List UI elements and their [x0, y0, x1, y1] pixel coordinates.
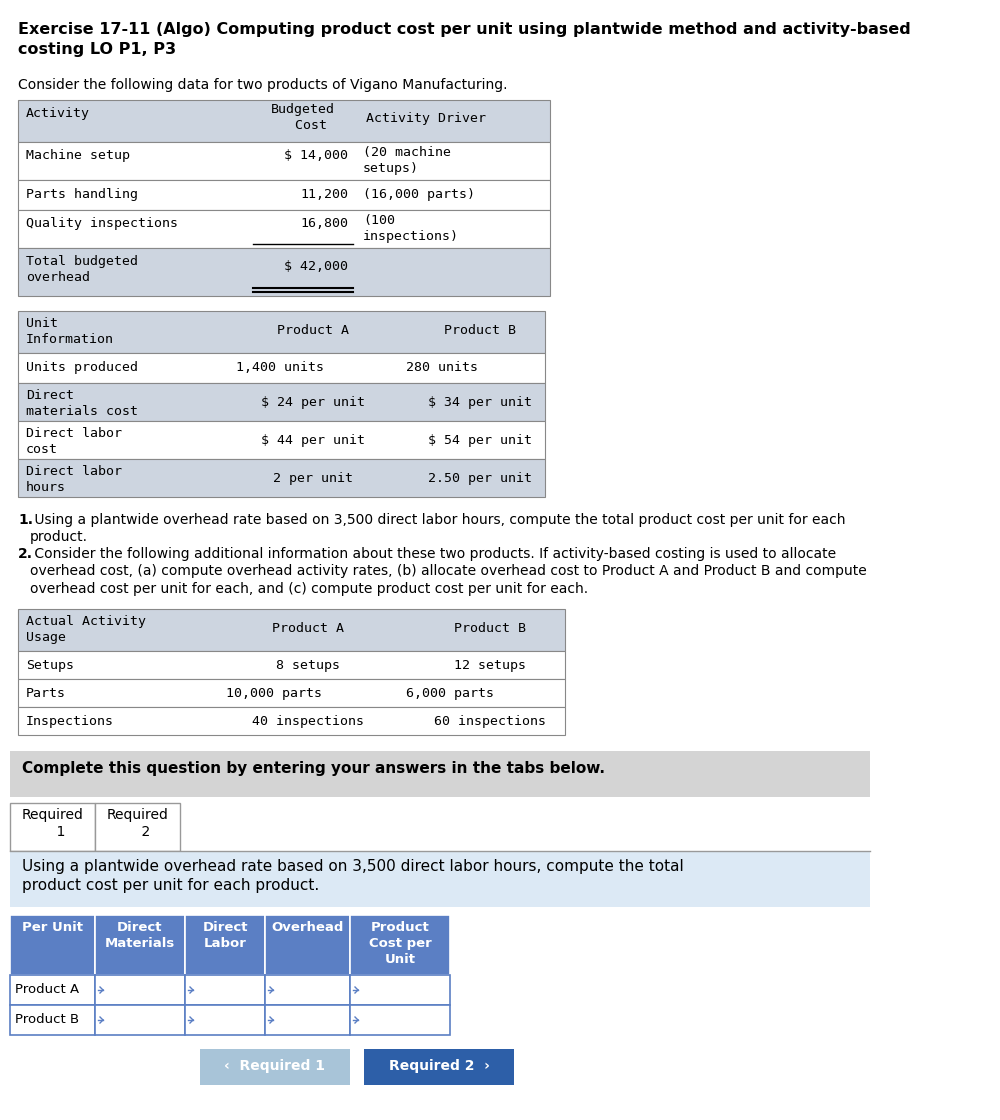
Bar — [95, 976, 185, 1005]
Text: $ 24 per unit: $ 24 per unit — [261, 396, 365, 409]
Bar — [10, 752, 870, 797]
Text: Overhead: Overhead — [271, 921, 344, 934]
Bar — [350, 976, 450, 1005]
Bar — [265, 915, 350, 976]
Text: $ 54 per unit: $ 54 per unit — [428, 435, 532, 447]
Bar — [185, 915, 265, 976]
Bar — [18, 142, 550, 180]
Text: Complete this question by entering your answers in the tabs below.: Complete this question by entering your … — [22, 760, 605, 776]
Text: Product B: Product B — [444, 324, 516, 337]
Text: Product
Cost per
Unit: Product Cost per Unit — [369, 921, 431, 965]
Text: Units produced: Units produced — [26, 361, 138, 374]
Text: 1,400 units: 1,400 units — [236, 361, 324, 374]
Bar — [10, 803, 95, 851]
Bar — [18, 248, 550, 296]
Text: Required
    2: Required 2 — [107, 808, 168, 839]
Bar — [18, 421, 545, 459]
Text: Direct
materials cost: Direct materials cost — [26, 389, 138, 418]
Bar — [18, 180, 550, 211]
Text: 12 setups: 12 setups — [454, 659, 526, 672]
Text: 2.50 per unit: 2.50 per unit — [428, 472, 532, 485]
Bar — [350, 1005, 450, 1035]
Bar — [10, 851, 870, 907]
Text: (16,000 parts): (16,000 parts) — [363, 188, 475, 200]
Text: 1.: 1. — [18, 513, 33, 528]
Text: Required
    1: Required 1 — [22, 808, 83, 839]
Bar — [18, 609, 565, 651]
Text: 11,200: 11,200 — [300, 188, 348, 200]
Text: 2 per unit: 2 per unit — [273, 472, 353, 485]
Text: Parts: Parts — [26, 687, 66, 700]
Bar — [95, 803, 180, 851]
Text: Product B: Product B — [15, 1012, 79, 1026]
Text: Required 2  ›: Required 2 › — [389, 1060, 489, 1073]
Bar — [18, 383, 545, 421]
Text: Parts handling: Parts handling — [26, 188, 138, 200]
Text: Exercise 17-11 (Algo) Computing product cost per unit using plantwide method and: Exercise 17-11 (Algo) Computing product … — [18, 22, 911, 37]
Bar — [18, 211, 550, 248]
Bar — [265, 976, 350, 1005]
Text: 60 inspections: 60 inspections — [434, 715, 546, 728]
Bar — [185, 976, 265, 1005]
Bar — [18, 311, 545, 353]
Bar — [18, 679, 565, 707]
Text: (100
inspections): (100 inspections) — [363, 214, 459, 243]
Bar — [10, 976, 95, 1005]
Bar — [364, 1049, 514, 1085]
Text: 8 setups: 8 setups — [276, 659, 340, 672]
Bar — [18, 353, 545, 383]
Text: $ 44 per unit: $ 44 per unit — [261, 435, 365, 447]
Bar — [10, 915, 95, 976]
Text: Inspections: Inspections — [26, 715, 114, 728]
Text: $ 14,000: $ 14,000 — [284, 149, 348, 162]
Bar — [18, 651, 565, 679]
Text: $ 42,000: $ 42,000 — [284, 260, 348, 273]
Text: Direct labor
hours: Direct labor hours — [26, 465, 122, 494]
Text: 6,000 parts: 6,000 parts — [406, 687, 494, 700]
Text: Consider the following additional information about these two products. If activ: Consider the following additional inform… — [30, 547, 867, 596]
Text: Budgeted
  Cost: Budgeted Cost — [271, 103, 335, 132]
Bar — [350, 915, 450, 976]
Text: $ 34 per unit: $ 34 per unit — [428, 396, 532, 409]
Text: Using a plantwide overhead rate based on 3,500 direct labor hours, compute the t: Using a plantwide overhead rate based on… — [30, 513, 846, 544]
Text: Product A: Product A — [15, 983, 79, 996]
Text: Product A: Product A — [277, 324, 349, 337]
Bar — [18, 459, 545, 497]
Bar — [200, 1049, 350, 1085]
Bar — [95, 915, 185, 976]
Text: Using a plantwide overhead rate based on 3,500 direct labor hours, compute the t: Using a plantwide overhead rate based on… — [22, 859, 684, 893]
Text: Total budgeted
overhead: Total budgeted overhead — [26, 255, 138, 284]
Bar — [18, 100, 550, 142]
Text: Activity Driver: Activity Driver — [366, 112, 486, 125]
Bar — [18, 707, 565, 735]
Bar — [10, 1005, 95, 1035]
Text: Quality inspections: Quality inspections — [26, 217, 178, 230]
Bar — [185, 1005, 265, 1035]
Text: Direct
Labor: Direct Labor — [202, 921, 248, 950]
Text: 40 inspections: 40 inspections — [252, 715, 364, 728]
Text: Product A: Product A — [272, 622, 344, 635]
Text: Setups: Setups — [26, 659, 74, 672]
Text: 10,000 parts: 10,000 parts — [226, 687, 322, 700]
Text: 16,800: 16,800 — [300, 217, 348, 230]
Bar — [265, 1005, 350, 1035]
Text: 280 units: 280 units — [406, 361, 478, 374]
Text: Unit
Information: Unit Information — [26, 317, 114, 346]
Text: Consider the following data for two products of Vigano Manufacturing.: Consider the following data for two prod… — [18, 78, 508, 92]
Text: Per Unit: Per Unit — [22, 921, 83, 934]
Text: Activity: Activity — [26, 108, 90, 120]
Bar — [95, 1005, 185, 1035]
Text: Actual Activity
Usage: Actual Activity Usage — [26, 615, 146, 644]
Text: (20 machine
setups): (20 machine setups) — [363, 146, 451, 175]
Text: ‹  Required 1: ‹ Required 1 — [224, 1060, 326, 1073]
Text: Machine setup: Machine setup — [26, 149, 130, 162]
Text: Direct labor
cost: Direct labor cost — [26, 427, 122, 456]
Text: Product B: Product B — [454, 622, 526, 635]
Text: Direct
Materials: Direct Materials — [105, 921, 175, 950]
Text: 2.: 2. — [18, 547, 33, 561]
Text: costing LO P1, P3: costing LO P1, P3 — [18, 41, 176, 57]
